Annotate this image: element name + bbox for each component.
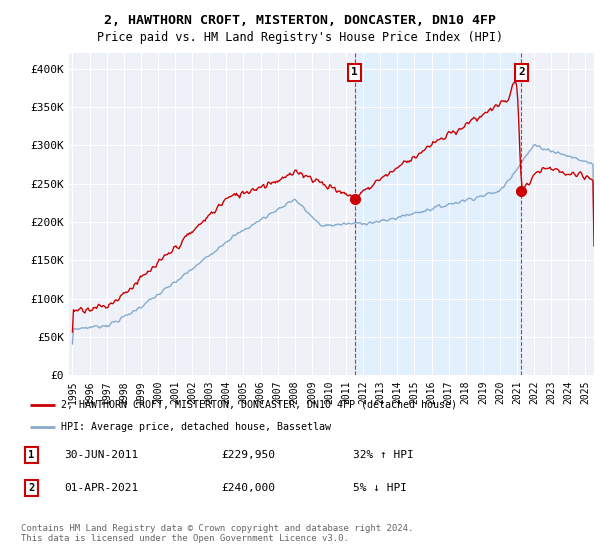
Text: HPI: Average price, detached house, Bassetlaw: HPI: Average price, detached house, Bass…: [61, 422, 331, 432]
Text: 1: 1: [351, 67, 358, 77]
Text: 2: 2: [518, 67, 524, 77]
Text: Price paid vs. HM Land Registry's House Price Index (HPI): Price paid vs. HM Land Registry's House …: [97, 31, 503, 44]
Text: 2, HAWTHORN CROFT, MISTERTON, DONCASTER, DN10 4FP (detached house): 2, HAWTHORN CROFT, MISTERTON, DONCASTER,…: [61, 400, 457, 410]
Text: 30-JUN-2011: 30-JUN-2011: [64, 450, 138, 460]
Text: 32% ↑ HPI: 32% ↑ HPI: [353, 450, 414, 460]
Bar: [355, 53, 521, 375]
Text: £240,000: £240,000: [221, 483, 275, 493]
Text: Contains HM Land Registry data © Crown copyright and database right 2024.
This d: Contains HM Land Registry data © Crown c…: [21, 524, 413, 543]
Text: 01-APR-2021: 01-APR-2021: [64, 483, 138, 493]
Text: £229,950: £229,950: [221, 450, 275, 460]
Text: 2: 2: [28, 483, 34, 493]
Text: 5% ↓ HPI: 5% ↓ HPI: [353, 483, 407, 493]
Text: 2, HAWTHORN CROFT, MISTERTON, DONCASTER, DN10 4FP: 2, HAWTHORN CROFT, MISTERTON, DONCASTER,…: [104, 14, 496, 27]
Text: 1: 1: [28, 450, 34, 460]
